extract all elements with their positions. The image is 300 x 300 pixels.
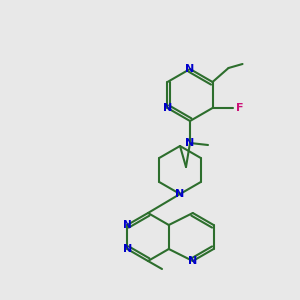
- Text: N: N: [163, 103, 172, 113]
- Text: N: N: [185, 138, 195, 148]
- Text: N: N: [185, 64, 195, 74]
- Text: N: N: [123, 244, 132, 254]
- Text: N: N: [176, 189, 184, 199]
- Text: N: N: [188, 256, 197, 266]
- Text: N: N: [123, 220, 132, 230]
- Text: F: F: [236, 103, 243, 113]
